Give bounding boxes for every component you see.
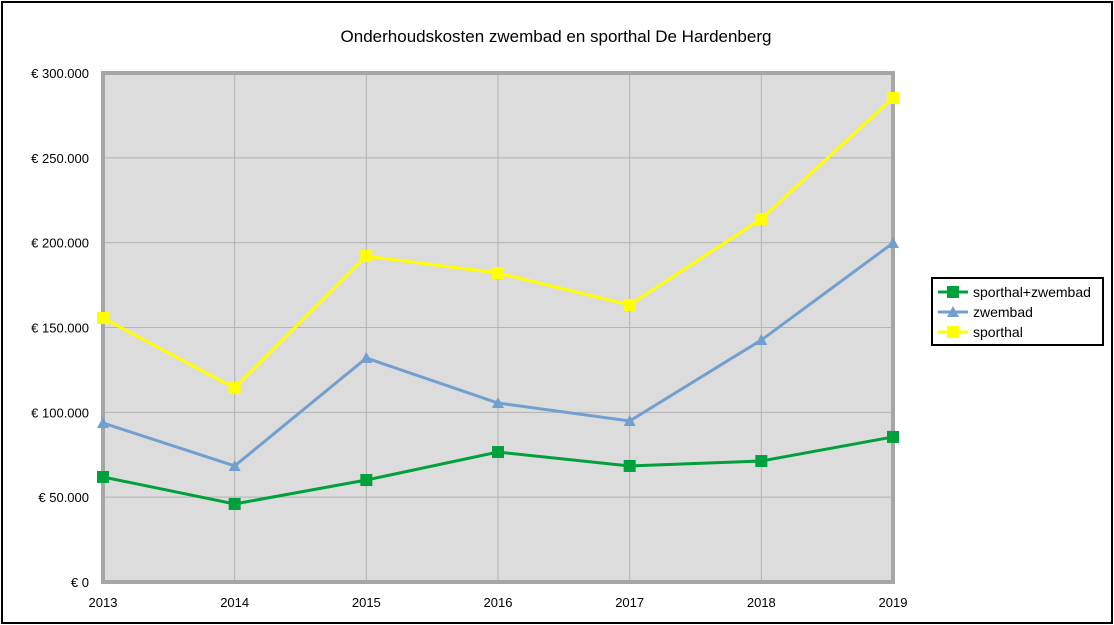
x-tick-label: 2019: [879, 595, 908, 610]
plot-border: [101, 71, 895, 584]
data-point: [755, 455, 768, 468]
x-tick-label: 2013: [89, 595, 118, 610]
x-tick-label: 2014: [220, 595, 249, 610]
data-point: [887, 91, 899, 104]
data-point: [360, 352, 373, 364]
data-point: [755, 334, 768, 346]
data-point: [97, 417, 109, 429]
data-point: [887, 430, 899, 443]
data-point: [492, 267, 504, 280]
data-point: [623, 459, 636, 472]
data-point: [228, 459, 241, 471]
legend-marker: [947, 306, 959, 317]
series-sporthal-zwembad: [97, 430, 899, 510]
data-point: [755, 212, 768, 225]
legend-label: zwembad: [973, 304, 1033, 320]
data-point: [228, 382, 241, 395]
series-zwembad: [97, 237, 899, 471]
data-point: [97, 311, 109, 324]
data-point: [360, 474, 373, 487]
y-tick-label: € 50.000: [38, 490, 89, 505]
data-point: [360, 250, 373, 263]
y-tick-label: € 300.000: [31, 66, 89, 81]
y-tick-label: € 200.000: [31, 236, 89, 251]
x-tick-label: 2016: [484, 595, 513, 610]
data-point: [492, 397, 504, 409]
y-tick-label: € 250.000: [31, 151, 89, 166]
data-point: [623, 298, 636, 311]
data-point: [492, 446, 504, 459]
y-tick-label: € 0: [71, 575, 89, 590]
legend-label: sporthal+zwembad: [973, 284, 1091, 300]
legend-marker: [947, 326, 959, 338]
data-point: [228, 497, 241, 510]
legend: sporthal+zwembad zwembad sporthal: [931, 277, 1104, 346]
x-tick-label: 2017: [615, 595, 644, 610]
y-tick-label: € 150.000: [31, 321, 89, 336]
chart-title: Onderhoudskosten zwembad en sporthal De …: [341, 27, 772, 46]
y-tick-label: € 100.000: [31, 405, 89, 420]
data-point: [887, 237, 899, 249]
data-point: [623, 414, 636, 426]
x-tick-label: 2018: [747, 595, 776, 610]
x-tick-label: 2015: [352, 595, 381, 610]
legend-label: sporthal: [973, 324, 1023, 340]
data-point: [97, 470, 109, 483]
series-sporthal: [97, 91, 899, 395]
legend-marker: [947, 286, 959, 298]
